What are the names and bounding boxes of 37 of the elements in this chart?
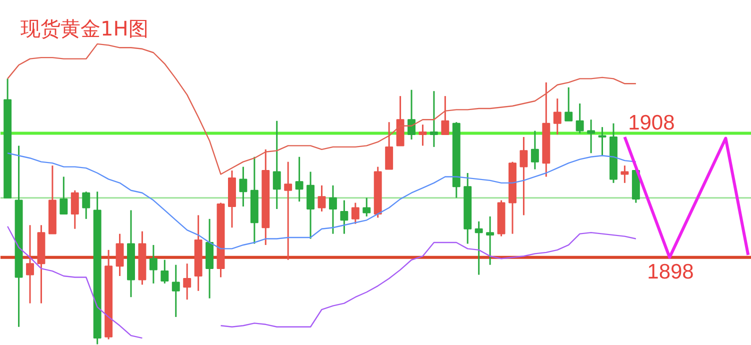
candlestick — [284, 161, 292, 261]
candlestick — [272, 120, 281, 210]
candlestick — [620, 164, 629, 184]
candlestick — [486, 216, 494, 266]
candlestick — [587, 118, 596, 154]
candlestick — [576, 102, 584, 134]
candlestick — [362, 197, 371, 218]
candlestick — [70, 190, 79, 230]
candlestick — [172, 264, 180, 318]
candlestick — [318, 184, 326, 212]
candlestick — [430, 90, 438, 148]
candlestick — [295, 156, 304, 202]
candlestick — [474, 220, 483, 276]
candlestick — [328, 184, 337, 235]
candlestick — [553, 98, 562, 136]
candlestick — [418, 124, 427, 146]
candlestick — [520, 136, 528, 216]
candlestick — [441, 95, 450, 136]
candlestick — [351, 202, 360, 225]
candlestick — [239, 166, 248, 208]
candlestick — [530, 130, 539, 170]
candlestick — [116, 233, 124, 277]
candlestick — [306, 171, 315, 240]
candlestick — [564, 86, 573, 122]
candlestick — [598, 126, 606, 156]
candlestick — [60, 176, 68, 215]
candlestick — [160, 259, 169, 284]
candlestick — [183, 262, 192, 300]
ref-line-label: 1898 — [647, 260, 694, 284]
ref-line-label: 1908 — [628, 111, 675, 134]
candlestick — [26, 224, 34, 304]
candlestick — [408, 89, 416, 140]
candlestick — [340, 200, 348, 235]
candlestick — [82, 190, 90, 220]
candlestick — [385, 121, 394, 170]
candlestick — [149, 244, 158, 284]
text: 现货黄金1H图 — [20, 16, 148, 40]
